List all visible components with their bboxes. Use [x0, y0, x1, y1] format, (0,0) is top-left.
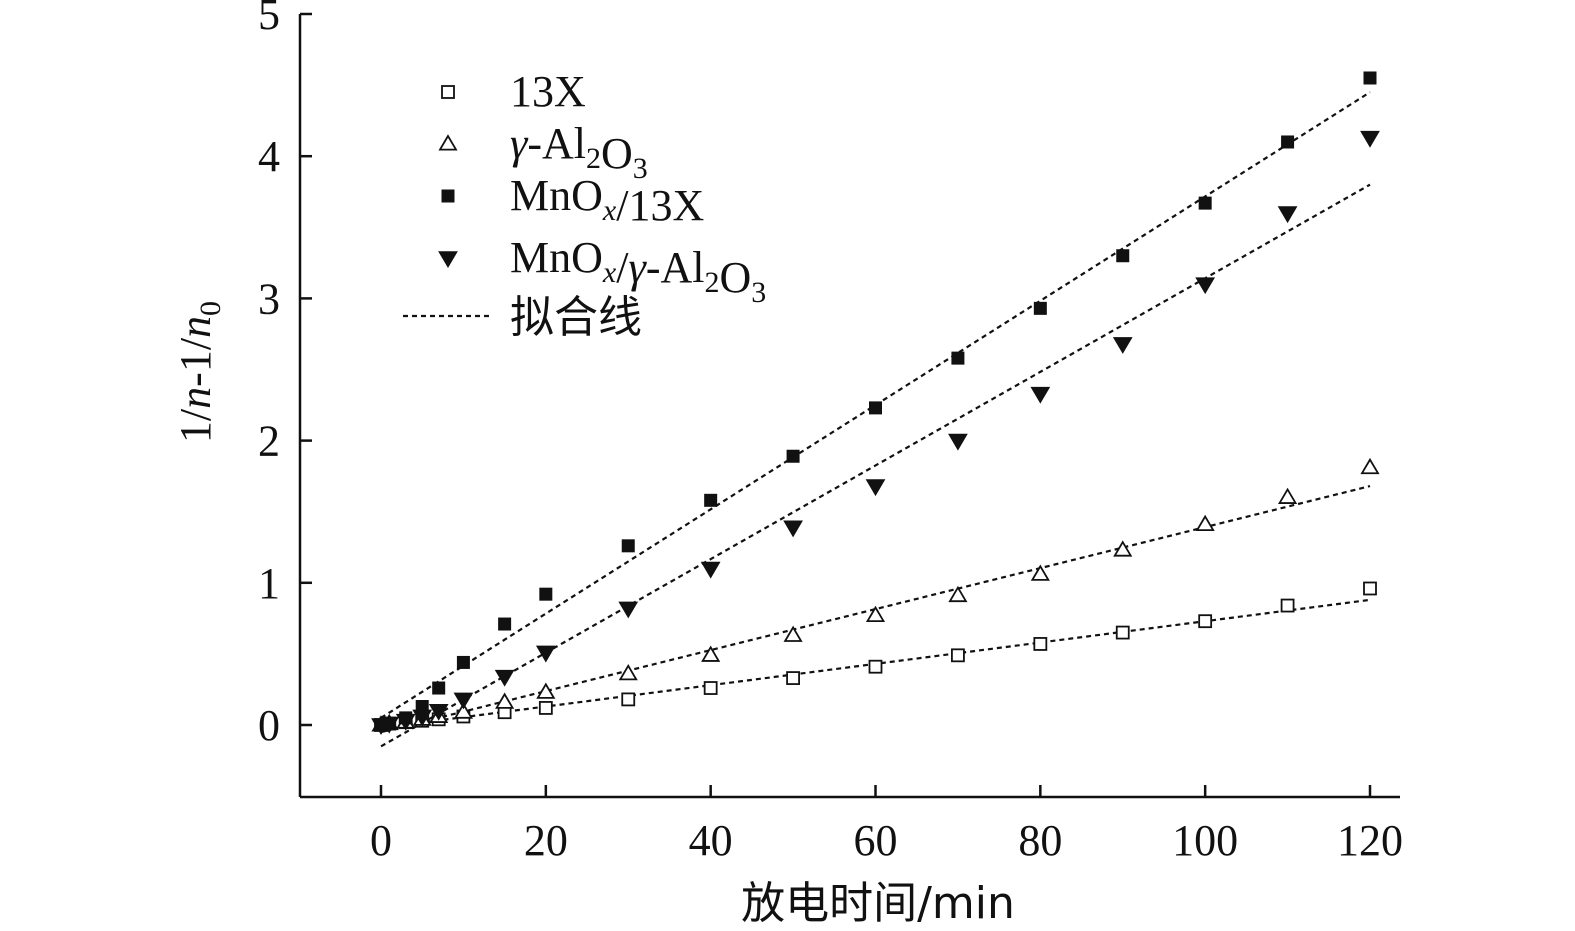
point-13x	[621, 692, 636, 707]
x-tick-label: 20	[524, 816, 568, 865]
y-axis-title: 1/n-1/n0	[171, 301, 227, 443]
point-13x	[538, 701, 553, 715]
point-mnox-al2o3	[700, 561, 721, 579]
point-mnox-13x	[1116, 249, 1130, 263]
point-al2o3	[453, 702, 473, 719]
ticks: 0 20 40 60 80 100 120 0 1 2 3 4 5	[258, 0, 1403, 865]
x-axis-title: 放电时间/min	[741, 878, 1015, 929]
point-mnox-13x	[1033, 301, 1047, 315]
point-mnox-13x	[1363, 71, 1377, 85]
point-al2o3	[1113, 540, 1133, 557]
x-tick-label: 0	[370, 816, 392, 865]
x-tick-label: 60	[854, 816, 898, 865]
x-tick-label: 80	[1018, 816, 1062, 865]
x-tick-label: 40	[689, 816, 733, 865]
point-mnox-al2o3	[428, 703, 449, 721]
point-mnox-13x	[786, 449, 800, 463]
point-mnox-13x	[869, 401, 882, 415]
legend-label-mnox-al2o3: MnOx/γ-Al2O3	[510, 233, 766, 309]
point-al2o3	[948, 585, 968, 603]
point-mnox-13x	[704, 493, 718, 507]
point-mnox-13x	[432, 681, 446, 695]
point-mnox-al2o3	[1195, 277, 1216, 295]
point-mnox-13x	[498, 617, 512, 631]
y-tick-label: 1	[258, 559, 280, 608]
x-tick-label: 100	[1172, 816, 1238, 865]
legend-marker-al2o3	[438, 134, 458, 151]
data-points	[371, 71, 1380, 735]
point-mnox-13x	[539, 587, 553, 601]
point-mnox-al2o3	[783, 520, 803, 538]
y-tick-label: 3	[258, 274, 280, 323]
point-al2o3	[536, 682, 556, 699]
point-mnox-al2o3	[379, 716, 400, 734]
point-mnox-al2o3	[1030, 386, 1051, 404]
point-al2o3	[1278, 487, 1298, 504]
point-mnox-al2o3	[535, 645, 556, 663]
point-al2o3	[1195, 514, 1215, 531]
legend-label-al2o3: γ-Al2O3	[510, 119, 648, 185]
point-13x	[1115, 625, 1130, 640]
point-mnox-al2o3	[395, 713, 416, 731]
point-al2o3	[495, 692, 515, 709]
point-13x	[1198, 614, 1213, 629]
point-mnox-13x	[1281, 135, 1295, 149]
point-mnox-al2o3	[1112, 337, 1133, 354]
y-tick-label: 2	[258, 417, 280, 466]
point-mnox-al2o3	[494, 669, 515, 687]
point-mnox-13x	[456, 655, 470, 669]
point-al2o3	[618, 664, 638, 681]
point-mnox-13x	[1198, 196, 1212, 210]
x-tick-label: 120	[1337, 816, 1403, 865]
point-mnox-al2o3	[948, 433, 968, 451]
point-13x	[703, 681, 718, 695]
y-tick-label: 0	[258, 701, 280, 750]
point-mnox-al2o3	[453, 692, 474, 710]
point-al2o3	[1030, 564, 1050, 581]
legend-label-13x: 13X	[510, 67, 586, 116]
y-tick-label: 4	[258, 132, 280, 181]
legend-marker-13x	[441, 85, 455, 99]
point-mnox-al2o3	[412, 709, 433, 727]
point-13x	[868, 659, 883, 674]
point-13x	[1033, 637, 1048, 651]
point-al2o3	[1360, 457, 1380, 475]
legend-marker-mnox-al2o3	[438, 251, 458, 268]
legend-marker-mnox-13x	[441, 189, 455, 203]
legend-label-mnox-13x: MnOx/13X	[510, 171, 704, 230]
point-al2o3	[783, 625, 803, 642]
point-al2o3	[865, 605, 886, 623]
axes	[298, 14, 1400, 799]
point-mnox-13x	[621, 539, 635, 553]
point-13x	[1363, 581, 1377, 596]
point-13x	[786, 671, 800, 685]
point-13x	[951, 648, 965, 663]
point-mnox-al2o3	[618, 601, 639, 619]
point-13x	[1280, 598, 1295, 613]
y-tick-label: 5	[258, 0, 280, 39]
legend-label-fit: 拟合线	[510, 292, 642, 343]
point-mnox-al2o3	[1360, 130, 1380, 148]
point-mnox-al2o3	[1277, 206, 1298, 224]
point-mnox-13x	[951, 351, 965, 365]
point-al2o3	[701, 645, 721, 662]
point-mnox-al2o3	[865, 479, 886, 497]
